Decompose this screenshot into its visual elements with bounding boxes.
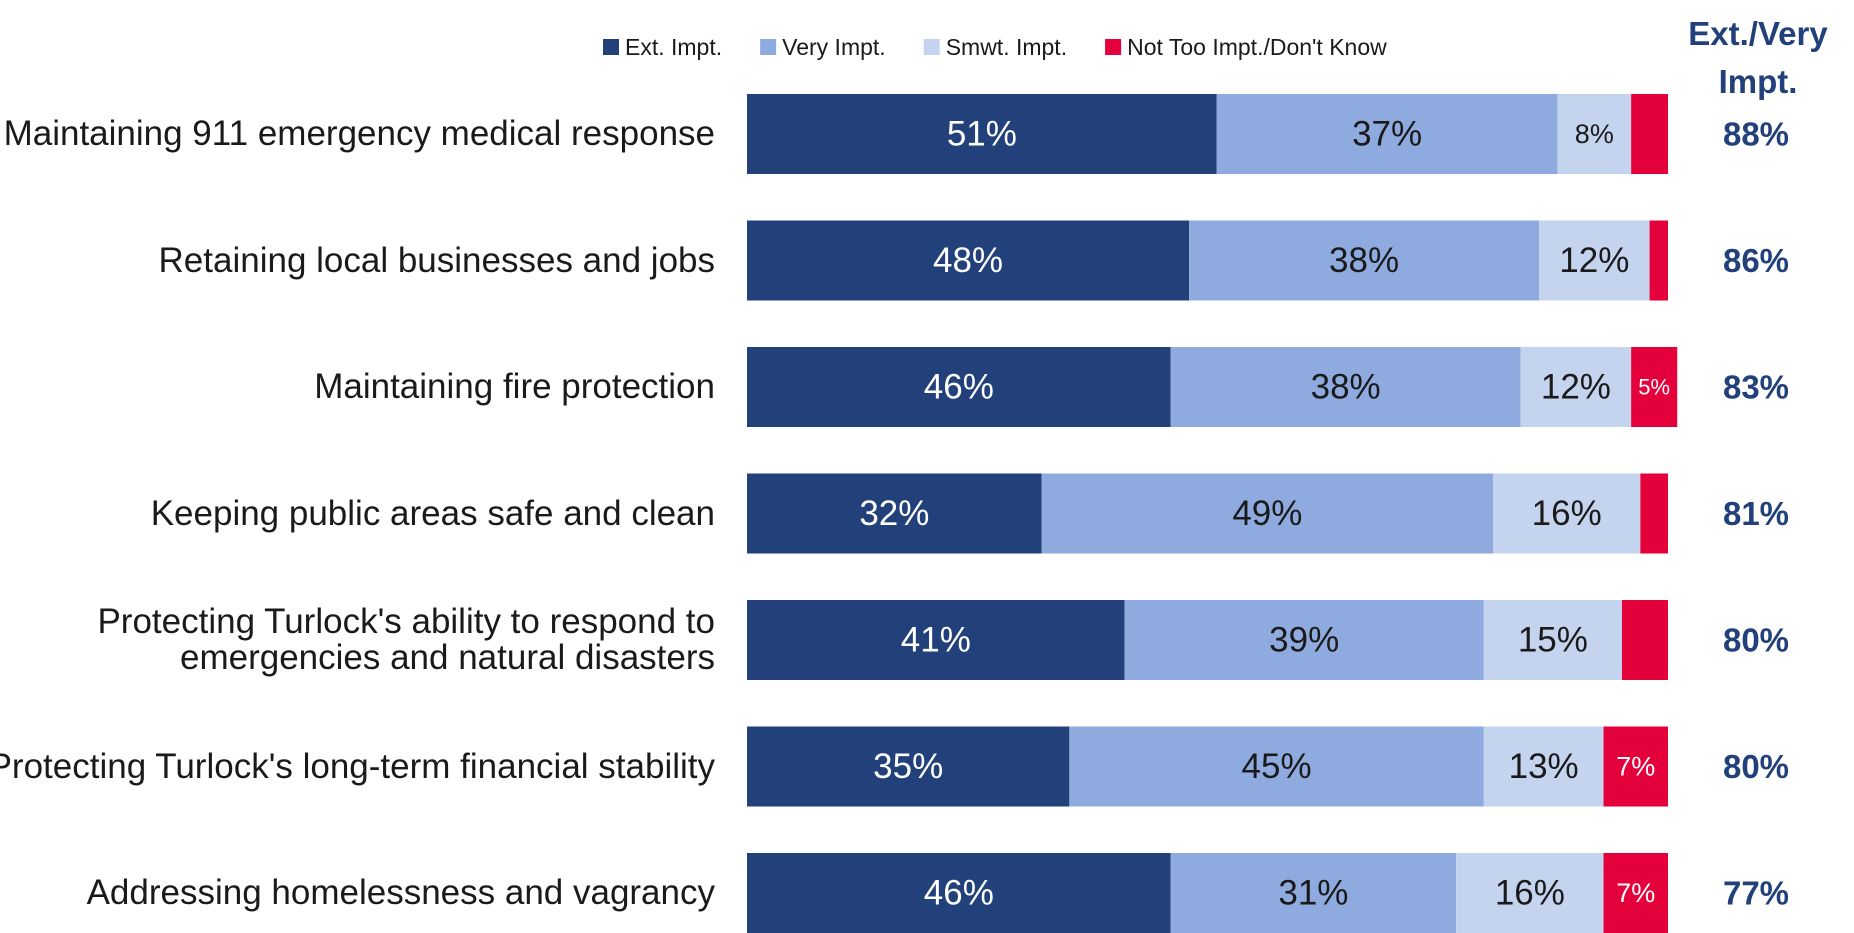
bar-segment <box>747 473 1042 554</box>
data-label: 12% <box>1541 368 1611 407</box>
bar-segment <box>1483 600 1622 680</box>
data-label: 16% <box>1495 874 1565 913</box>
data-label: 51% <box>947 115 1017 154</box>
legend-swatch <box>760 39 777 55</box>
data-label: 7% <box>1616 878 1655 908</box>
legend-label: Ext. Impt. <box>625 34 722 60</box>
data-label: 46% <box>924 874 994 913</box>
category-label: Keeping public areas safe and clean <box>150 493 715 533</box>
category-label: Maintaining fire protection <box>314 367 715 406</box>
data-label: 46% <box>924 368 994 407</box>
data-label: 49% <box>1232 494 1302 533</box>
legend-swatch <box>923 39 940 55</box>
total-label: 81% <box>1723 495 1789 532</box>
bar-segment <box>1069 726 1484 807</box>
legend-label: Smwt. Impt. <box>946 34 1067 60</box>
bar-segment <box>747 726 1070 807</box>
data-label: 37% <box>1352 115 1422 154</box>
bar-segment <box>1483 726 1604 807</box>
data-label: 31% <box>1278 874 1348 913</box>
legend-label: Not Too Impt./Don't Know <box>1127 34 1387 60</box>
data-label: 32% <box>859 494 929 533</box>
data-label: 35% <box>873 747 943 786</box>
bar-segment <box>1557 94 1632 174</box>
bar-segment <box>1170 347 1521 427</box>
legend-swatch <box>603 39 619 55</box>
data-label: 45% <box>1242 747 1312 786</box>
bar-segment <box>1631 347 1678 427</box>
bar-segment <box>747 94 1217 174</box>
total-label: 77% <box>1723 875 1789 912</box>
bar-segment <box>747 220 1190 301</box>
category-label: Retaining local businesses and jobs <box>158 240 715 280</box>
bar-segment <box>1621 600 1668 680</box>
bar-segment <box>1640 473 1668 554</box>
legend-label: Very Impt. <box>782 34 886 60</box>
bar-segment <box>1189 220 1540 301</box>
data-label: 5% <box>1638 375 1670 400</box>
bar-segment <box>1539 220 1650 301</box>
total-label: 88% <box>1723 116 1789 153</box>
data-label: 15% <box>1518 621 1588 660</box>
bar-segment <box>747 347 1171 427</box>
bar-segment <box>1170 853 1457 933</box>
category-label: Addressing homelessness and vagrancy <box>86 873 715 912</box>
bar-segment <box>1456 853 1604 933</box>
legend-swatch <box>1105 39 1122 55</box>
bar-segment <box>1631 94 1668 174</box>
total-header: Ext./Very Impt. <box>1688 15 1828 100</box>
total-label: 80% <box>1723 622 1789 659</box>
total-label: 86% <box>1723 242 1789 279</box>
data-label: 16% <box>1532 494 1602 533</box>
category-label: Protecting Turlock's ability to respond … <box>97 602 715 677</box>
bar-segment <box>1493 473 1641 554</box>
data-label: 38% <box>1329 241 1399 280</box>
bar-segment <box>1649 220 1668 301</box>
data-label: 8% <box>1575 119 1614 149</box>
bar-segment <box>1603 853 1668 933</box>
category-label: Protecting Turlock's long-term financial… <box>0 746 715 786</box>
data-label: 7% <box>1616 752 1655 782</box>
total-label: 80% <box>1723 748 1789 785</box>
total-label: 83% <box>1723 369 1789 406</box>
data-label: 41% <box>901 621 971 660</box>
data-label: 38% <box>1311 368 1381 407</box>
bar-segment <box>1124 600 1484 680</box>
bar-segment <box>1520 347 1632 427</box>
bar-segment <box>1216 94 1558 174</box>
data-label: 48% <box>933 241 1003 280</box>
data-label: 12% <box>1559 241 1629 280</box>
bar-segment <box>1041 473 1494 554</box>
data-label: 13% <box>1509 747 1579 786</box>
bar-segment <box>747 600 1125 680</box>
bar-segment <box>1603 726 1668 807</box>
category-label: Maintaining 911 emergency medical respon… <box>3 114 715 153</box>
bar-segment <box>747 853 1171 933</box>
data-label: 39% <box>1269 621 1339 660</box>
